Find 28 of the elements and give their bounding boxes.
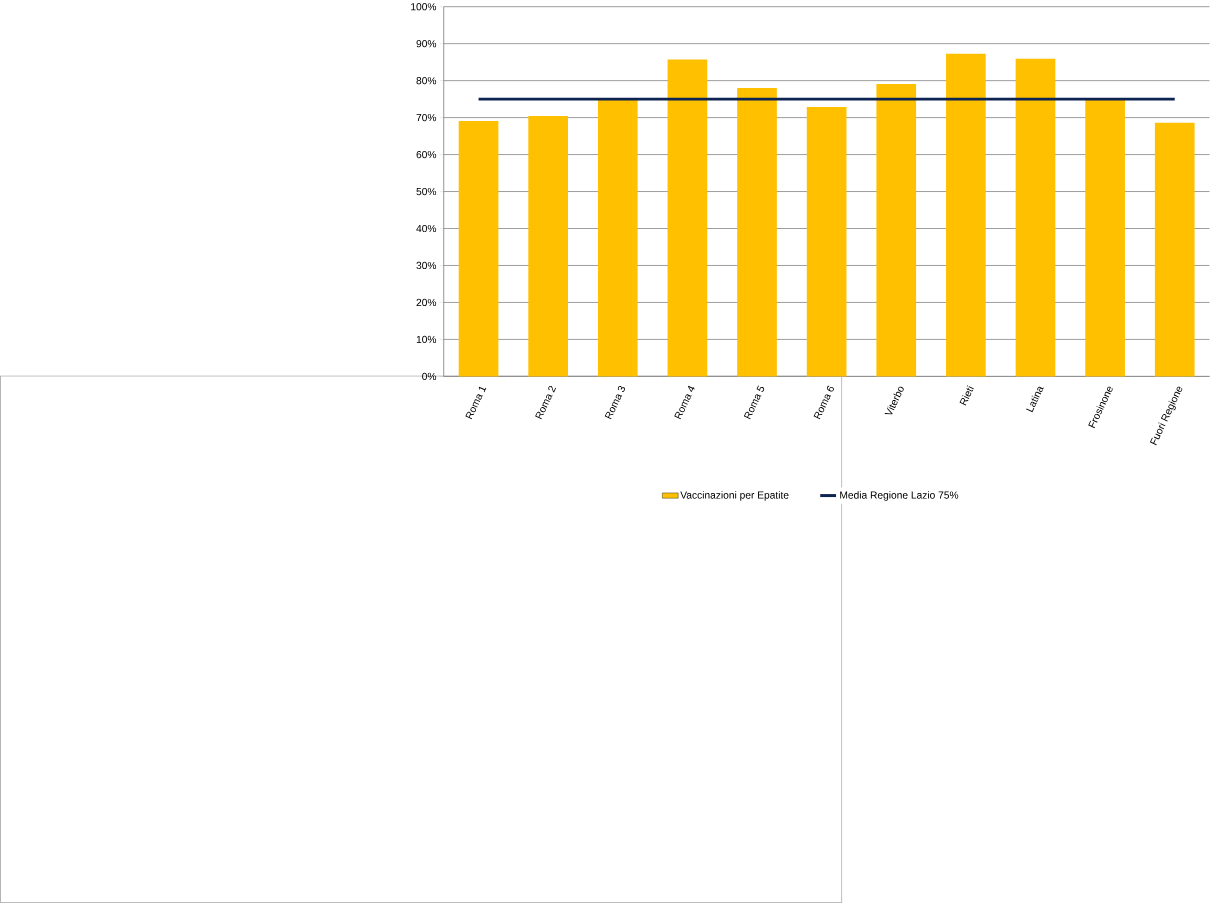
bar bbox=[946, 53, 986, 377]
y-tick-label: 80% bbox=[416, 77, 437, 85]
bar bbox=[876, 83, 917, 377]
y-tick-label: 10% bbox=[416, 335, 437, 343]
y-tick-label: 0% bbox=[422, 372, 437, 380]
x-tick-label: Roma 6 bbox=[813, 385, 834, 420]
y-tick-label: 50% bbox=[416, 187, 437, 196]
y-tick-label: 60% bbox=[416, 150, 437, 159]
bar bbox=[806, 106, 847, 377]
bar bbox=[528, 116, 568, 377]
bar bbox=[667, 59, 708, 377]
legend-label: Media Regione Lazio 75% bbox=[840, 491, 959, 501]
y-tick-label: 70% bbox=[416, 113, 437, 122]
legend-label: Vaccinazioni per Epatite bbox=[680, 491, 789, 501]
y-tick-label: 90% bbox=[416, 40, 437, 48]
bar bbox=[1154, 122, 1195, 377]
y-tick-label: 100% bbox=[411, 3, 437, 11]
bar bbox=[458, 120, 499, 377]
y-tick-label: 30% bbox=[416, 261, 437, 270]
x-tick-label: Roma 5 bbox=[743, 385, 765, 420]
y-tick-label: 20% bbox=[416, 298, 437, 307]
bar bbox=[1085, 99, 1125, 377]
x-tick-label: Roma 3 bbox=[604, 385, 626, 420]
x-tick-label: Rieti bbox=[959, 385, 974, 406]
bar bbox=[737, 88, 777, 377]
y-tick-label: 40% bbox=[416, 224, 437, 233]
bar bbox=[597, 99, 638, 377]
bar bbox=[1015, 58, 1056, 377]
